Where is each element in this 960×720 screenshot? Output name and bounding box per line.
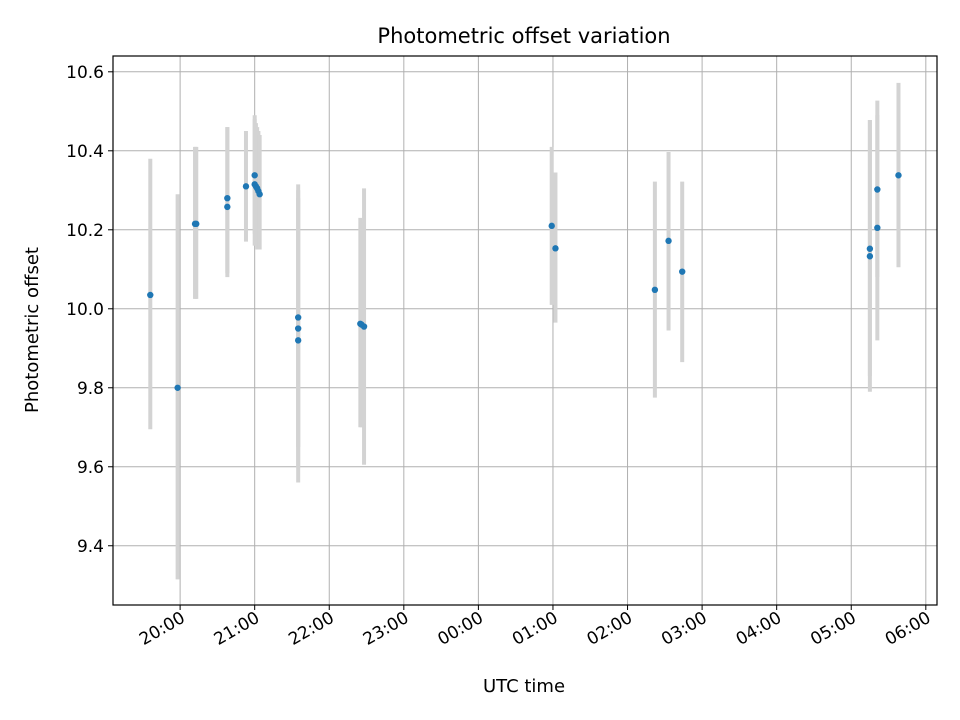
y-tick-label: 10.2 <box>66 221 104 241</box>
y-tick-label: 9.8 <box>77 379 104 399</box>
x-tick-label: 00:00 <box>434 608 486 650</box>
x-tick-label: 06:00 <box>882 608 934 650</box>
data-point <box>874 186 881 193</box>
x-axis-ticks: 20:00 21:00 22:00 23:00 00:00 01:00 02:00 03:00… <box>136 605 934 650</box>
x-tick-label: 01:00 <box>509 608 561 650</box>
x-tick-label: 22:00 <box>285 608 337 650</box>
x-tick-label: 02:00 <box>584 608 636 650</box>
data-point <box>665 237 672 245</box>
y-tick-label: 9.6 <box>77 458 104 478</box>
plot-frame <box>112 55 938 606</box>
data-point <box>256 191 263 198</box>
data-point <box>651 286 659 294</box>
data-point <box>242 183 250 190</box>
data-point <box>294 325 302 332</box>
x-tick-label: 21:00 <box>211 608 263 650</box>
y-tick-label: 10.0 <box>66 300 104 320</box>
chart-title: Photometric offset variation <box>377 24 670 48</box>
x-tick-label: 05:00 <box>807 608 859 650</box>
data-point <box>552 245 559 252</box>
data-point <box>174 384 181 391</box>
data-point <box>866 253 874 260</box>
data-point <box>548 222 555 230</box>
grid-lines <box>113 56 937 605</box>
data-point <box>895 172 902 179</box>
x-tick-label: 23:00 <box>360 608 412 650</box>
data-point <box>224 194 231 202</box>
data-point <box>251 172 258 179</box>
y-axis-ticks: 9.4 9.6 9.8 10.0 10.2 10.4 10.6 <box>66 63 113 557</box>
data-points <box>147 172 902 391</box>
y-axis-label: Photometric offset <box>22 247 43 413</box>
y-tick-label: 9.4 <box>77 537 104 557</box>
data-point <box>224 203 231 211</box>
data-point <box>360 323 368 330</box>
data-point <box>193 220 200 228</box>
y-tick-label: 10.4 <box>66 142 104 162</box>
error-bars <box>148 82 901 580</box>
data-point <box>866 245 874 252</box>
x-axis-label: UTC time <box>483 676 565 697</box>
data-point <box>874 224 881 232</box>
y-tick-label: 10.6 <box>66 63 104 83</box>
data-point <box>294 314 302 321</box>
x-tick-label: 20:00 <box>136 608 188 650</box>
data-point <box>147 291 154 299</box>
data-point <box>679 268 686 275</box>
x-tick-label: 03:00 <box>658 608 710 650</box>
x-tick-label: 04:00 <box>733 608 785 650</box>
data-point <box>294 337 302 344</box>
